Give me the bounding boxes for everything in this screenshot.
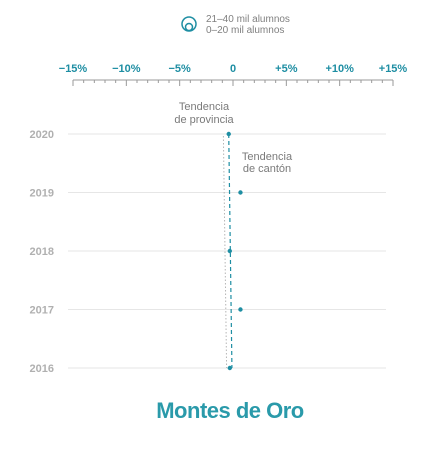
year-labels: 2020 2019 2018 2017 2016 (30, 129, 54, 375)
data-point (238, 190, 243, 195)
year-label: 2019 (30, 188, 54, 200)
data-points (226, 131, 243, 371)
trend-lines (222, 133, 233, 369)
year-label: 2016 (30, 363, 54, 375)
province-trend-annotation: Tendencia de provincia (174, 101, 234, 126)
x-tick-label: −10% (112, 63, 141, 75)
province-trend-line (222, 135, 228, 369)
x-tick-label: +5% (275, 63, 298, 75)
legend-label-small: 0–20 mil alumnos (206, 25, 284, 36)
chart-title: Montes de Oro (156, 398, 304, 423)
year-label: 2020 (30, 129, 54, 141)
x-axis: −15% −10% −5% 0 +5% +10% +15% (59, 63, 408, 86)
data-point (227, 248, 232, 254)
x-tick-label: +10% (325, 63, 354, 75)
x-tick-label: −15% (59, 63, 88, 75)
province-annotation-line1: Tendencia (179, 101, 230, 113)
data-point (226, 131, 231, 137)
legend: 21–40 mil alumnos 0–20 mil alumnos (181, 14, 290, 36)
year-label: 2017 (30, 305, 54, 317)
canton-trend-annotation: Tendencia de cantón (242, 151, 293, 175)
x-tick-label: −5% (169, 63, 192, 75)
legend-circle-small-icon (184, 22, 194, 32)
year-label: 2018 (30, 246, 54, 258)
data-point (227, 365, 232, 371)
x-tick-label: 0 (230, 63, 236, 75)
province-annotation-line2: de provincia (174, 114, 234, 126)
legend-label-large: 21–40 mil alumnos (206, 14, 290, 25)
canton-annotation-line2: de cantón (243, 163, 291, 175)
canton-annotation-line1: Tendencia (242, 151, 293, 163)
x-tick-label: +15% (379, 63, 408, 75)
grid (68, 133, 386, 369)
data-point (238, 307, 243, 312)
